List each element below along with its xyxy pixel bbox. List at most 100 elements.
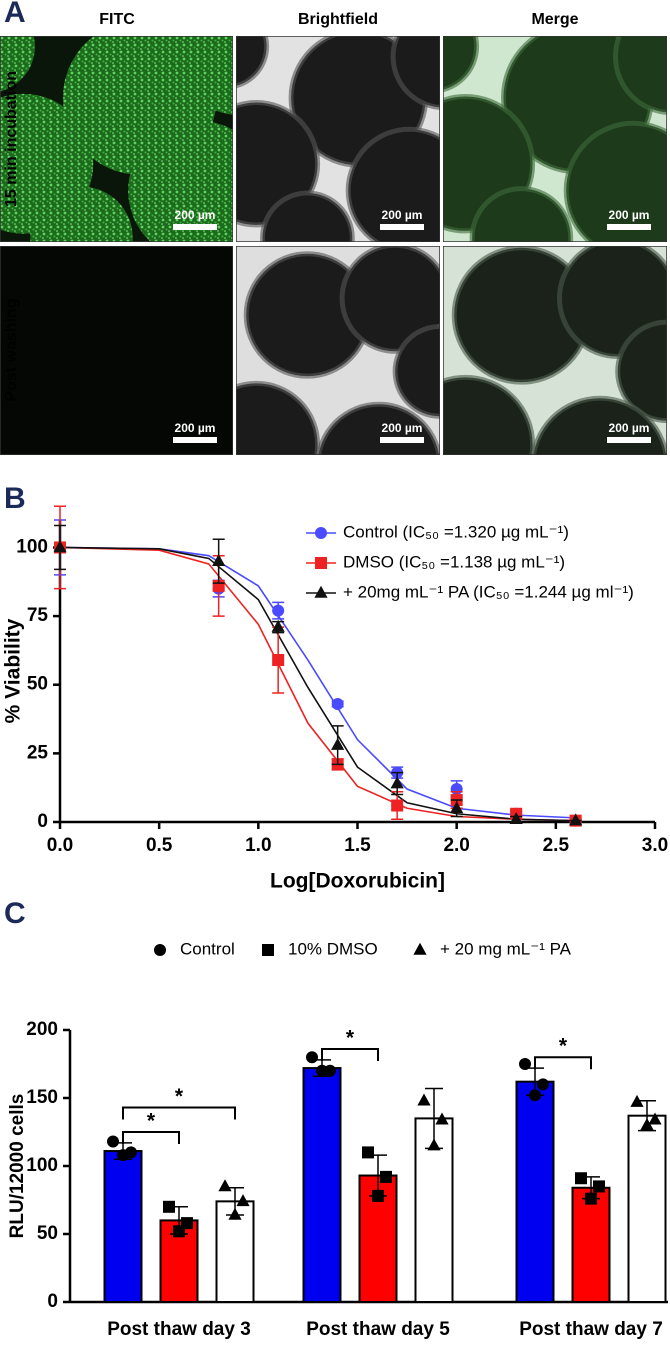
marker [262,944,274,956]
significance-bracket [122,1131,180,1144]
spheroid [30,186,133,242]
spheroid [128,120,233,242]
spheroid [179,36,233,115]
x-axis-title: Log[Doxorubicin] [270,870,445,893]
legend-label: + 20 mg mL⁻¹ PA [440,939,572,958]
spheroid [443,36,480,93]
panel-label: B [4,482,26,515]
x-tick-label: Post thaw day 7 [519,1319,663,1340]
marker [435,1112,449,1125]
marker [569,813,583,826]
marker [212,553,226,566]
fit-curve [59,546,576,822]
significance-label: * [147,1110,156,1133]
x-tick-label: 2.0 [443,835,469,856]
spheroid [612,36,667,115]
spheroid [443,374,536,455]
scale-bar [173,437,217,443]
significance-bracket [122,1106,236,1120]
scale-bar [607,224,651,230]
marker [450,801,464,814]
marker [331,737,345,750]
marker [372,1189,384,1202]
spheroid [236,380,321,455]
y-tick-label: 0 [47,1291,58,1312]
legend-label: Control (IC₅₀ =1.320 µg mL⁻¹) [343,522,569,541]
spheroid [339,246,440,354]
marker [163,1200,175,1213]
spheroid [0,36,35,92]
marker [427,1138,441,1151]
y-tick-label: 100 [26,1155,58,1176]
marker [154,944,166,956]
column-label: Merge [531,11,578,28]
significance-label: * [346,1027,355,1050]
marker [630,1094,644,1107]
y-axis-title: % Viability [2,618,25,723]
marker [218,1179,232,1192]
marker [529,1089,541,1102]
marker [53,540,67,553]
x-tick-label: Post thaw day 3 [107,1319,251,1340]
fit-curve [59,546,576,822]
x-tick-label: Post thaw day 5 [306,1319,450,1340]
marker [315,557,327,569]
column-label: Brightfield [298,11,378,28]
micrograph [443,246,667,455]
scale-bar-label: 200 µm [175,208,216,222]
spheroid [260,190,355,242]
scale-bar-label: 200 µm [382,208,423,222]
marker [390,776,404,789]
x-tick-label: 0.5 [146,835,173,856]
marker [331,697,344,710]
micrograph [236,36,440,242]
micrograph [0,246,233,455]
significance-bracket [321,1048,379,1062]
marker [593,1180,605,1193]
marker [575,1172,587,1185]
x-tick-label: 2.5 [543,835,570,856]
scale-bar-label: 200 µm [175,421,216,435]
marker [117,1149,129,1162]
spheroid [469,186,574,242]
legend-label: Control [180,939,235,958]
image-background [0,246,233,455]
marker [519,1058,531,1070]
marker [228,1207,242,1220]
y-tick-label: 150 [26,1087,58,1108]
marker [272,654,285,667]
significance-label: * [175,1085,184,1108]
bar [571,1186,611,1304]
micrograph [0,36,233,242]
marker [509,812,523,825]
panel-label: C [4,897,26,930]
scale-bar [380,437,424,443]
y-tick-label: 75 [27,605,49,626]
micrograph [236,246,440,455]
significance-label: * [559,1035,568,1058]
y-axis-title: RLU/12000 cells [7,1094,28,1239]
y-tick-label: 50 [27,674,48,695]
marker [271,619,285,632]
legend-label: + 20mg mL⁻¹ PA (IC₅₀ =1.244 µg ml⁻¹) [343,582,634,601]
row-label: Post washing [3,298,20,401]
marker [648,1112,662,1125]
spheroid [236,36,270,89]
bar [103,1150,143,1304]
marker [306,1051,318,1064]
scale-bar-label: 200 µm [609,421,650,435]
scale-bar [173,224,217,230]
marker [314,585,328,598]
marker [380,1170,392,1183]
marker [537,1078,549,1091]
marker [417,1093,431,1106]
panel-label: A [4,0,26,29]
x-tick-label: 1.5 [344,835,371,856]
marker [107,1135,119,1148]
y-tick-label: 100 [16,536,48,557]
scale-bar-label: 200 µm [382,421,423,435]
scale-bar [380,224,424,230]
marker [413,942,427,955]
bar [627,1114,667,1304]
